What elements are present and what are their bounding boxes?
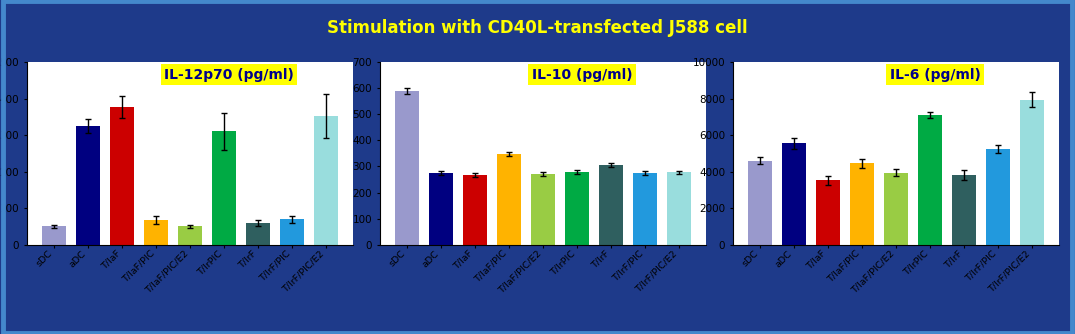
Bar: [951, 175, 976, 245]
Bar: [429, 173, 454, 245]
Text: IL-12p70 (pg/ml): IL-12p70 (pg/ml): [164, 67, 293, 81]
Bar: [816, 180, 840, 245]
Bar: [986, 149, 1010, 245]
Text: IL-10 (pg/ml): IL-10 (pg/ml): [532, 67, 632, 81]
Bar: [110, 107, 134, 245]
Bar: [42, 226, 67, 245]
Bar: [666, 172, 691, 245]
Bar: [747, 161, 772, 245]
Bar: [884, 173, 908, 245]
Bar: [782, 143, 806, 245]
Bar: [314, 116, 339, 245]
Bar: [144, 220, 168, 245]
Bar: [1019, 100, 1044, 245]
Bar: [632, 173, 657, 245]
Bar: [462, 175, 487, 245]
Bar: [918, 115, 942, 245]
Bar: [849, 163, 874, 245]
Bar: [564, 172, 589, 245]
Bar: [177, 226, 202, 245]
Bar: [599, 165, 624, 245]
Text: IL-6 (pg/ml): IL-6 (pg/ml): [889, 67, 980, 81]
Bar: [212, 132, 236, 245]
Bar: [75, 126, 100, 245]
Bar: [280, 219, 304, 245]
Bar: [246, 223, 270, 245]
Text: Stimulation with CD40L-transfected J588 cell: Stimulation with CD40L-transfected J588 …: [327, 19, 748, 36]
Bar: [497, 154, 521, 245]
Bar: [531, 174, 555, 245]
Bar: [395, 91, 419, 245]
